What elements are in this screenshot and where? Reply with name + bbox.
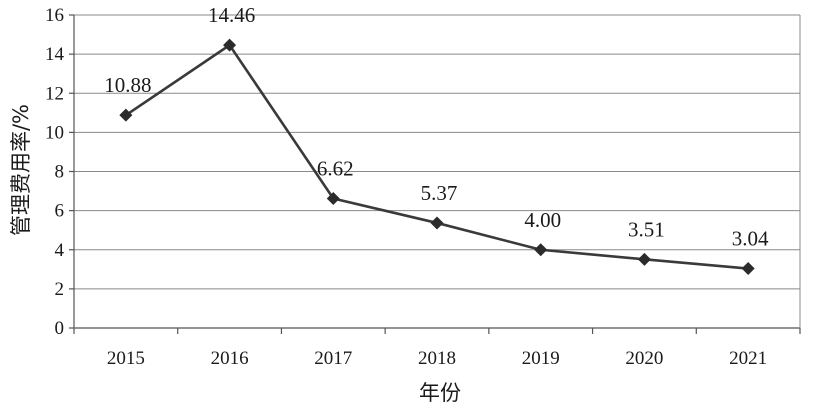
grid-lines bbox=[74, 14, 800, 290]
data-label-2021: 3.04 bbox=[732, 227, 769, 251]
axes bbox=[69, 14, 801, 334]
point-2016 bbox=[223, 38, 237, 52]
y-axis-title: 管理费用率/% bbox=[9, 104, 33, 236]
y-tick-label: 2 bbox=[55, 279, 65, 300]
x-tick-label-2016: 2016 bbox=[211, 348, 249, 369]
point-2020 bbox=[637, 252, 651, 266]
data-label-2019: 4.00 bbox=[524, 208, 561, 232]
y-tick-label: 8 bbox=[55, 162, 65, 183]
data-labels: 10.88 14.46 6.62 5.37 4.00 3.51 3.04 bbox=[104, 3, 769, 250]
x-tick-label-2019: 2019 bbox=[522, 348, 560, 369]
y-tick-label: 4 bbox=[55, 240, 65, 261]
data-label-2018: 5.37 bbox=[421, 181, 458, 205]
x-tick-label-2018: 2018 bbox=[418, 348, 456, 369]
x-axis-title: 年份 bbox=[419, 381, 461, 405]
x-tick-labels: 2015 2016 2017 2018 2019 2020 2021 bbox=[107, 348, 767, 369]
data-label-2016: 14.46 bbox=[208, 3, 255, 27]
point-2018 bbox=[430, 216, 444, 230]
y-tick-label: 16 bbox=[45, 5, 64, 26]
y-tick-label: 10 bbox=[45, 122, 64, 143]
data-label-2020: 3.51 bbox=[628, 217, 665, 241]
x-tick-label-2020: 2020 bbox=[625, 348, 663, 369]
x-tick-label-2015: 2015 bbox=[107, 348, 145, 369]
markers bbox=[119, 38, 755, 276]
point-2017 bbox=[326, 191, 340, 205]
y-tick-label: 14 bbox=[45, 44, 65, 65]
data-label-2017: 6.62 bbox=[317, 156, 354, 180]
y-tick-labels: 0 2 4 6 8 10 12 14 16 bbox=[45, 5, 65, 339]
point-2021 bbox=[741, 262, 755, 276]
y-tick-label: 12 bbox=[45, 83, 64, 104]
x-tick-label-2021: 2021 bbox=[729, 348, 767, 369]
point-2019 bbox=[534, 243, 548, 257]
y-tick-label: 0 bbox=[55, 318, 65, 339]
point-2015 bbox=[119, 108, 133, 122]
x-tick-label-2017: 2017 bbox=[314, 348, 352, 369]
y-tick-label: 6 bbox=[55, 201, 65, 222]
data-label-2015: 10.88 bbox=[104, 73, 151, 97]
